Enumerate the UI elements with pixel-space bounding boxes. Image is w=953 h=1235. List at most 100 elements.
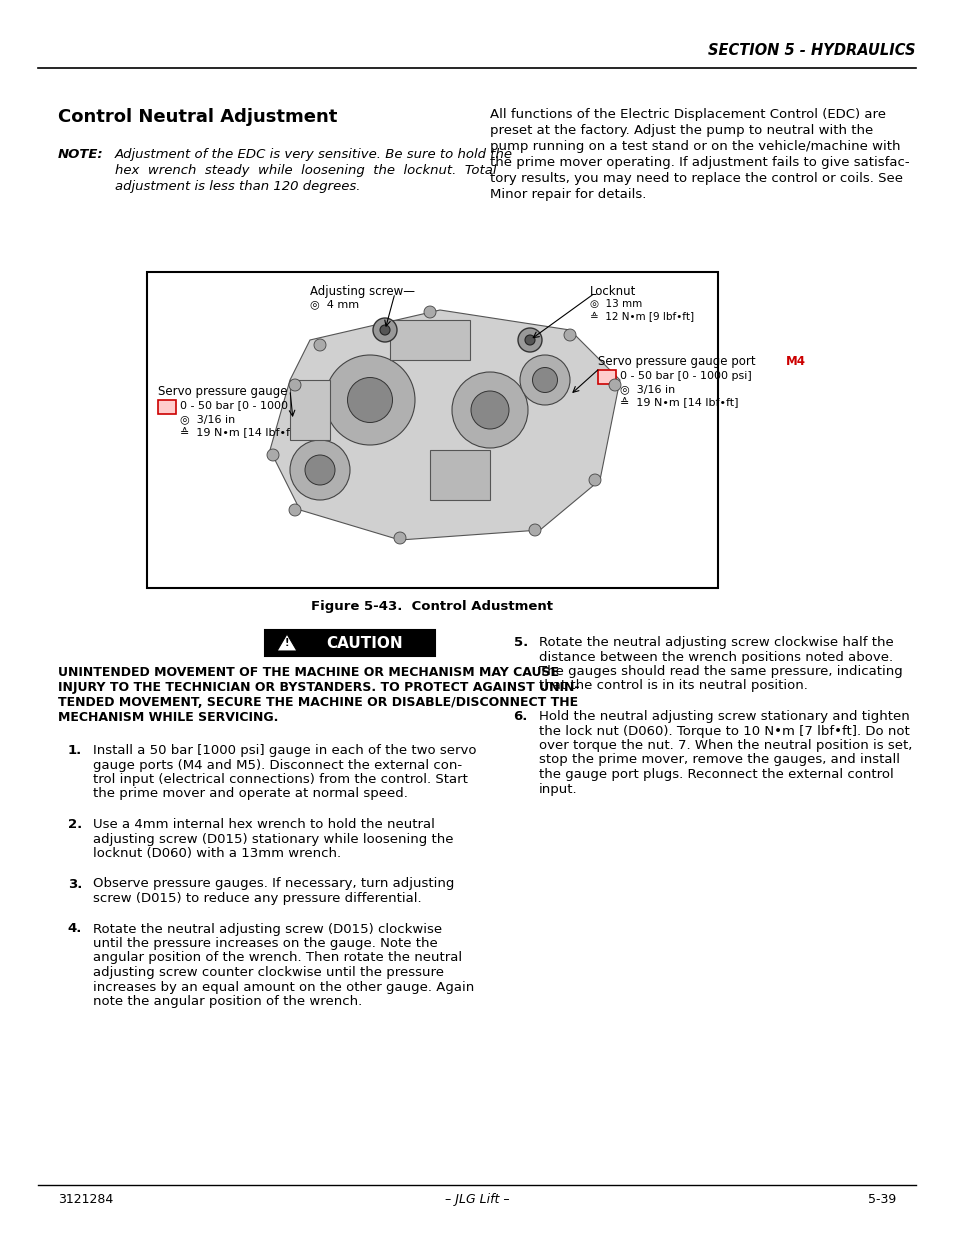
- Circle shape: [608, 379, 620, 391]
- Text: 3121284: 3121284: [58, 1193, 113, 1207]
- Circle shape: [532, 368, 557, 393]
- Text: 6.: 6.: [513, 710, 527, 722]
- Text: ◎  4 mm: ◎ 4 mm: [310, 299, 358, 309]
- Polygon shape: [276, 634, 296, 651]
- Text: SECTION 5 - HYDRAULICS: SECTION 5 - HYDRAULICS: [708, 43, 915, 58]
- Circle shape: [452, 372, 527, 448]
- Text: ◎  3/16 in: ◎ 3/16 in: [180, 414, 235, 424]
- Circle shape: [289, 504, 301, 516]
- Bar: [598, 370, 616, 384]
- Text: screw (D015) to reduce any pressure differential.: screw (D015) to reduce any pressure diff…: [92, 892, 421, 905]
- Text: Rotate the neutral adjusting screw (D015) clockwise: Rotate the neutral adjusting screw (D015…: [92, 923, 441, 935]
- Text: the prime mover operating. If adjustment fails to give satisfac-: the prime mover operating. If adjustment…: [490, 156, 908, 169]
- Circle shape: [471, 391, 509, 429]
- Circle shape: [517, 329, 541, 352]
- Text: input.: input.: [538, 783, 577, 795]
- Text: Hold the neutral adjusting screw stationary and tighten: Hold the neutral adjusting screw station…: [538, 710, 909, 722]
- Text: 0 - 50 bar [0 - 1000 psi]: 0 - 50 bar [0 - 1000 psi]: [619, 370, 751, 382]
- Circle shape: [373, 317, 396, 342]
- Circle shape: [563, 329, 576, 341]
- Bar: [390, 320, 470, 359]
- Text: Servo pressure gauge port: Servo pressure gauge port: [158, 385, 319, 398]
- Text: ≙  19 N•m [14 lbf•ft]: ≙ 19 N•m [14 lbf•ft]: [619, 396, 738, 408]
- Text: 4.: 4.: [68, 923, 82, 935]
- Text: 0 - 50 bar [0 - 1000 psi]: 0 - 50 bar [0 - 1000 psi]: [180, 401, 312, 411]
- Text: adjustment is less than 120 degrees.: adjustment is less than 120 degrees.: [115, 180, 360, 193]
- Text: All functions of the Electric Displacement Control (EDC) are: All functions of the Electric Displaceme…: [490, 107, 885, 121]
- Text: Minor repair for details.: Minor repair for details.: [490, 188, 646, 201]
- Text: trol input (electrical connections) from the control. Start: trol input (electrical connections) from…: [92, 773, 467, 785]
- Text: preset at the factory. Adjust the pump to neutral with the: preset at the factory. Adjust the pump t…: [490, 124, 872, 137]
- Text: that the control is in its neutral position.: that the control is in its neutral posit…: [538, 679, 807, 693]
- Text: Rotate the neutral adjusting screw clockwise half the: Rotate the neutral adjusting screw clock…: [538, 636, 893, 650]
- Text: Use a 4mm internal hex wrench to hold the neutral: Use a 4mm internal hex wrench to hold th…: [92, 818, 435, 831]
- Bar: [265, 630, 435, 656]
- Text: adjusting screw counter clockwise until the pressure: adjusting screw counter clockwise until …: [92, 966, 443, 979]
- Circle shape: [519, 354, 569, 405]
- Circle shape: [314, 338, 326, 351]
- Text: angular position of the wrench. Then rotate the neutral: angular position of the wrench. Then rot…: [92, 951, 461, 965]
- Text: INJURY TO THE TECHNICIAN OR BYSTANDERS. TO PROTECT AGAINST UNIN-: INJURY TO THE TECHNICIAN OR BYSTANDERS. …: [58, 680, 578, 694]
- Text: 3.: 3.: [68, 878, 82, 890]
- Text: pump running on a test stand or on the vehicle/machine with: pump running on a test stand or on the v…: [490, 140, 900, 153]
- Bar: [290, 380, 330, 440]
- Text: ◎  3/16 in: ◎ 3/16 in: [619, 384, 675, 394]
- Text: Adjustment of the EDC is very sensitive. Be sure to hold the: Adjustment of the EDC is very sensitive.…: [115, 148, 513, 161]
- Text: increases by an equal amount on the other gauge. Again: increases by an equal amount on the othe…: [92, 981, 474, 993]
- Bar: [158, 400, 175, 414]
- Text: ≙  19 N•m [14 lbf•ft]: ≙ 19 N•m [14 lbf•ft]: [180, 427, 298, 438]
- Text: over torque the nut. 7. When the neutral position is set,: over torque the nut. 7. When the neutral…: [538, 739, 911, 752]
- Text: Install a 50 bar [1000 psi] gauge in each of the two servo: Install a 50 bar [1000 psi] gauge in eac…: [92, 743, 476, 757]
- Text: until the pressure increases on the gauge. Note the: until the pressure increases on the gaug…: [92, 937, 437, 950]
- Text: 1.: 1.: [68, 743, 82, 757]
- Text: The gauges should read the same pressure, indicating: The gauges should read the same pressure…: [538, 664, 902, 678]
- Text: NOTE:: NOTE:: [58, 148, 104, 161]
- Text: MECHANISM WHILE SERVICING.: MECHANISM WHILE SERVICING.: [58, 711, 278, 724]
- Text: UNINTENDED MOVEMENT OF THE MACHINE OR MECHANISM MAY CAUSE: UNINTENDED MOVEMENT OF THE MACHINE OR ME…: [58, 666, 558, 679]
- Text: ↑: ↑: [598, 370, 606, 382]
- Text: 2.: 2.: [68, 818, 82, 831]
- Circle shape: [325, 354, 415, 445]
- Circle shape: [423, 306, 436, 317]
- Text: stop the prime mover, remove the gauges, and install: stop the prime mover, remove the gauges,…: [538, 753, 899, 767]
- Circle shape: [524, 335, 535, 345]
- Circle shape: [347, 378, 392, 422]
- Circle shape: [305, 454, 335, 485]
- Text: Adjusting screw—: Adjusting screw—: [310, 285, 415, 298]
- Text: the prime mover and operate at normal speed.: the prime mover and operate at normal sp…: [92, 788, 408, 800]
- Text: M5: M5: [346, 385, 366, 398]
- Text: distance between the wrench positions noted above.: distance between the wrench positions no…: [538, 651, 892, 663]
- Text: CAUTION: CAUTION: [326, 636, 403, 651]
- Text: Observe pressure gauges. If necessary, turn adjusting: Observe pressure gauges. If necessary, t…: [92, 878, 454, 890]
- Text: ◎  13 mm: ◎ 13 mm: [589, 299, 641, 309]
- Circle shape: [267, 450, 278, 461]
- Text: TENDED MOVEMENT, SECURE THE MACHINE OR DISABLE/DISCONNECT THE: TENDED MOVEMENT, SECURE THE MACHINE OR D…: [58, 697, 578, 709]
- Text: – JLG Lift –: – JLG Lift –: [444, 1193, 509, 1207]
- Circle shape: [290, 440, 350, 500]
- Bar: [430, 450, 490, 500]
- Text: !: !: [284, 638, 289, 648]
- Text: Servo pressure gauge port: Servo pressure gauge port: [598, 354, 759, 368]
- Text: adjusting screw (D015) stationary while loosening the: adjusting screw (D015) stationary while …: [92, 832, 453, 846]
- Text: hex  wrench  steady  while  loosening  the  locknut.  Total: hex wrench steady while loosening the lo…: [115, 164, 496, 177]
- Circle shape: [529, 524, 540, 536]
- Text: locknut (D060) with a 13mm wrench.: locknut (D060) with a 13mm wrench.: [92, 847, 341, 860]
- Circle shape: [289, 379, 301, 391]
- Circle shape: [394, 532, 406, 543]
- Text: Figure 5-43.  Control Adustment: Figure 5-43. Control Adustment: [311, 600, 553, 613]
- Text: 5-39: 5-39: [867, 1193, 895, 1207]
- Text: Locknut: Locknut: [589, 285, 636, 298]
- Text: ↑: ↑: [159, 401, 167, 411]
- Bar: [147, 272, 718, 588]
- Text: the gauge port plugs. Reconnect the external control: the gauge port plugs. Reconnect the exte…: [538, 768, 893, 781]
- Text: tory results, you may need to replace the control or coils. See: tory results, you may need to replace th…: [490, 172, 902, 185]
- Text: the lock nut (D060). Torque to 10 N•m [7 lbf•ft]. Do not: the lock nut (D060). Torque to 10 N•m [7…: [538, 725, 909, 737]
- Text: gauge ports (M4 and M5). Disconnect the external con-: gauge ports (M4 and M5). Disconnect the …: [92, 758, 461, 772]
- Circle shape: [379, 325, 390, 335]
- Text: ≙  12 N•m [9 lbf•ft]: ≙ 12 N•m [9 lbf•ft]: [589, 312, 694, 322]
- Circle shape: [588, 474, 600, 487]
- Text: 5.: 5.: [514, 636, 527, 650]
- Text: Control Neutral Adjustment: Control Neutral Adjustment: [58, 107, 337, 126]
- Text: M4: M4: [785, 354, 805, 368]
- Polygon shape: [270, 310, 619, 540]
